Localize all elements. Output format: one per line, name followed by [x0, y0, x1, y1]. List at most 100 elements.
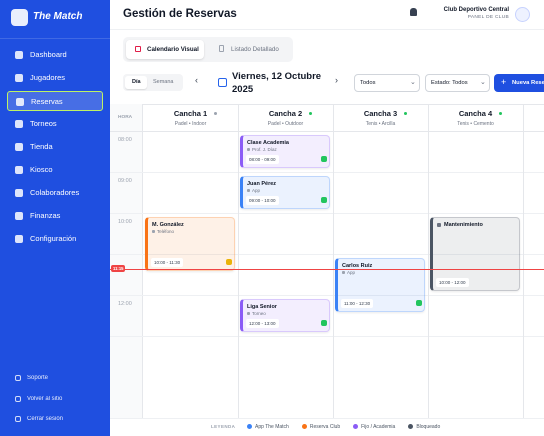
avatar[interactable] — [515, 7, 530, 22]
tab-icon — [219, 45, 224, 52]
divider — [0, 38, 110, 39]
booking-sub-icon — [247, 148, 250, 151]
calendar-icon — [218, 78, 227, 87]
nav-label: Configuración — [30, 234, 77, 243]
nav-item[interactable]: Configuración — [7, 229, 103, 249]
court-status — [213, 112, 217, 115]
prev-arrow[interactable]: ‹ — [195, 75, 198, 85]
nav-label: Finanzas — [30, 211, 61, 220]
booking-card[interactable]: M. González Teléfono 10:00 - 11:30 — [145, 217, 235, 271]
select[interactable]: Todos ⌄ — [354, 74, 420, 92]
view-option[interactable] — [125, 76, 147, 89]
nav-label: Colaboradores — [30, 188, 80, 197]
booking-sub: App — [252, 188, 261, 193]
nav-icon — [15, 74, 23, 82]
booking-card[interactable]: Carlos Ruiz App 11:00 - 12:30 — [335, 258, 425, 312]
footer-link[interactable]: Soporte — [7, 372, 103, 386]
court-header: Cancha 2 Padel • Outdoor — [238, 109, 333, 129]
nav-item[interactable]: Jugadores — [7, 68, 103, 88]
date-label: Viernes, 12 Octubre 2025 — [232, 71, 322, 95]
column-line — [523, 104, 524, 418]
booking-time: 12:00 - 13:00 — [246, 319, 279, 328]
legend-bar — [110, 418, 544, 436]
hour-label: 08:00 — [118, 137, 132, 143]
page-title: Gestión de Reservas — [123, 8, 237, 20]
nav-icon — [16, 98, 24, 106]
select-caret: ⌄ — [480, 79, 486, 86]
booking-card[interactable]: Liga Senior Torneo 12:00 - 13:00 — [240, 299, 330, 332]
court-detail: Padel • Outdoor — [267, 121, 304, 127]
brand: The Match — [33, 11, 83, 22]
tab[interactable] — [126, 40, 204, 59]
tab-label[interactable]: Listado Detallado — [231, 46, 279, 53]
nav-icon — [15, 212, 23, 220]
court-header: Cancha 4 Tenis • Cemento — [428, 109, 523, 129]
lock-icon — [437, 223, 441, 227]
row-line — [110, 336, 544, 337]
nav-label: Jugadores — [30, 73, 66, 82]
booking-card[interactable]: Clase Academia Prof. J. Díaz 08:00 - 09:00 — [240, 135, 330, 168]
hour-label: 09:00 — [118, 178, 132, 184]
new-booking-button[interactable]: + Nueva Reserva — [494, 74, 544, 92]
court-name: Cancha 4 — [458, 109, 493, 118]
footer-label: Volver al sitio — [27, 395, 63, 402]
tab-icon — [135, 46, 141, 52]
court-status — [403, 112, 407, 115]
legend-swatch — [353, 424, 359, 429]
select-caret: ⌄ — [410, 79, 416, 86]
footer-link[interactable]: Volver al sitio — [7, 393, 103, 407]
booking-time: 10:00 - 12:00 — [436, 278, 469, 287]
nav-icon — [15, 235, 23, 243]
column-line — [333, 104, 334, 418]
nav-icon — [15, 166, 23, 174]
nav-item[interactable]: Torneos — [7, 114, 103, 134]
club-name: Club Deportivo Central — [443, 7, 509, 13]
select-label: Todos — [360, 80, 376, 86]
legend-swatch — [247, 424, 252, 429]
court-name: Cancha 1 — [173, 109, 208, 118]
header-border — [110, 29, 544, 30]
footer-icon — [15, 395, 21, 402]
bell[interactable] — [410, 8, 417, 16]
tab-label: Calendario Visual — [147, 46, 199, 53]
booking-title: Clase Academia — [247, 140, 289, 146]
booking-card[interactable]: Juan Pérez App 09:00 - 10:00 — [240, 176, 330, 209]
next-arrow[interactable]: › — [335, 75, 338, 85]
booking-card[interactable]: Mantenimiento 10:00 - 12:00 — [430, 217, 520, 291]
view-label[interactable]: Semana — [153, 79, 174, 85]
sidebar: The Match Dashboard Jugadores Reservas Torne… — [0, 0, 110, 436]
footer-icon — [15, 416, 21, 422]
booking-title: Liga Senior — [247, 304, 277, 310]
court-detail: Tenis • Arcilla — [365, 121, 396, 127]
legend-label: Fijo / Academia — [361, 424, 396, 430]
status-icon — [321, 320, 327, 326]
court-status — [498, 112, 502, 115]
booking-sub-icon — [152, 230, 155, 233]
hour-column — [110, 104, 143, 418]
legend-swatch — [301, 424, 307, 429]
status-icon — [321, 197, 327, 203]
status-icon — [416, 299, 422, 306]
nav-label: Reservas — [31, 97, 63, 106]
booking-sub: Torneo — [252, 311, 266, 316]
nav-item[interactable]: Kiosco — [7, 160, 103, 180]
row-line — [110, 172, 544, 173]
nav-label: Kiosco — [30, 165, 53, 174]
legend-label: App The Match — [255, 424, 289, 430]
footer-link[interactable]: Cerrar sesión — [7, 413, 103, 427]
row-line — [110, 254, 544, 255]
club-role: PANEL DE CLUB — [467, 15, 509, 20]
booking-title: Mantenimiento — [444, 222, 483, 228]
nav-label: Dashboard — [30, 50, 67, 59]
button-icon: + — [501, 77, 507, 87]
nav-item[interactable]: Reservas — [7, 91, 103, 111]
select[interactable]: Estado: Todos ⌄ — [425, 74, 490, 92]
nav-item[interactable]: Colaboradores — [7, 183, 103, 203]
nav-item[interactable]: Dashboard — [7, 45, 103, 65]
nav-item[interactable]: Finanzas — [7, 206, 103, 226]
grid-top — [110, 104, 544, 105]
logo — [11, 9, 28, 26]
nav-item[interactable]: Tienda — [7, 137, 103, 157]
hour-label: 12:00 — [118, 301, 132, 307]
legend-label: Reserva Club — [309, 424, 341, 430]
